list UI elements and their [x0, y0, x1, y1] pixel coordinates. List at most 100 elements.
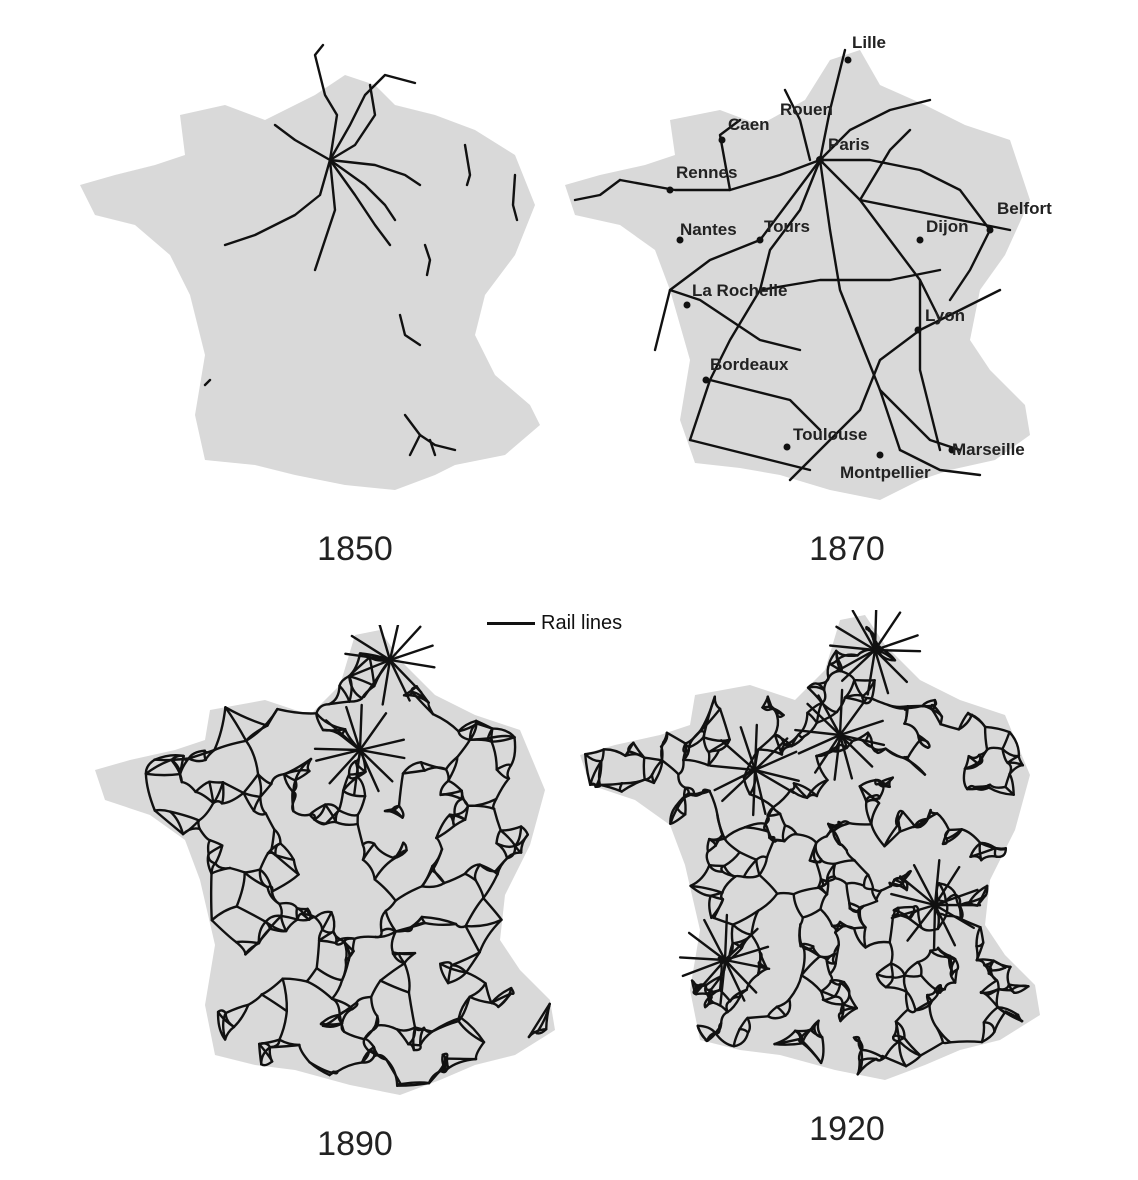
city-label-la-rochelle: La Rochelle: [692, 281, 787, 300]
rail-segment: [620, 778, 646, 785]
rail-segment: [660, 759, 680, 776]
rail-segment: [734, 874, 746, 879]
city-label-bordeaux: Bordeaux: [710, 355, 789, 374]
rail-segment: [739, 726, 757, 772]
rail-segment: [361, 843, 366, 861]
rail-segment: [813, 1019, 820, 1028]
rail-segment: [144, 758, 173, 775]
rail-segment: [719, 958, 727, 1006]
rail-segment: [978, 841, 983, 862]
rail-segment: [276, 707, 318, 715]
rail-segment: [713, 768, 757, 792]
rail-segment: [317, 930, 335, 942]
rail-segment: [431, 1019, 460, 1033]
city-dot: [666, 186, 674, 194]
rail-segment: [944, 900, 949, 918]
rail-segment: [783, 824, 798, 836]
rail-segment: [441, 1053, 448, 1071]
rail-segment: [439, 789, 463, 797]
rail-segment: [258, 868, 269, 889]
rail-segment: [495, 842, 517, 849]
rail-segment: [866, 731, 874, 748]
rail-segment: [698, 707, 722, 733]
rail-segment: [936, 984, 942, 994]
rail-segment: [244, 707, 279, 742]
rail-segment: [234, 940, 261, 945]
rail-segment: [799, 1028, 812, 1040]
rail-segment: [274, 853, 300, 876]
rail-segment: [391, 951, 417, 956]
rail-segment: [315, 939, 321, 970]
rail-segment: [766, 695, 773, 711]
rail-segment: [258, 1038, 281, 1046]
rail-segment: [652, 759, 664, 785]
rail-segment: [919, 808, 932, 828]
rail-segment: [753, 768, 795, 794]
rail-segment: [327, 684, 341, 706]
rail-segment: [264, 920, 288, 933]
rail-segment: [390, 930, 397, 954]
rail-segment: [687, 736, 705, 749]
rail-segment: [939, 723, 961, 731]
rail-segment: [937, 882, 957, 896]
rail-segment: [206, 853, 213, 875]
rail-segment: [903, 722, 920, 737]
city-dot: [718, 136, 726, 144]
rail-segment: [996, 847, 1008, 859]
rail-segment: [466, 804, 496, 811]
rail-segment: [819, 990, 836, 998]
rail-segment: [308, 813, 327, 825]
rail-segment: [797, 711, 809, 736]
rail-segment: [350, 634, 392, 662]
rail-segment: [784, 998, 792, 1017]
city-dot: [683, 301, 691, 309]
rail-segment: [753, 723, 758, 772]
rail-segment: [702, 695, 716, 739]
rail-segment: [457, 1019, 486, 1044]
rail-segment: [806, 702, 842, 737]
city-label-nantes: Nantes: [680, 220, 737, 239]
rail-segment: [716, 813, 726, 840]
rail-segment: [374, 1014, 379, 1027]
rail-segment: [353, 935, 377, 940]
rail-segment: [168, 810, 201, 822]
rail-segment: [847, 990, 858, 1010]
rail-segment: [819, 893, 829, 911]
rail-segment: [358, 748, 406, 760]
rail-segment: [694, 958, 727, 995]
rail-segment: [905, 704, 924, 710]
rail-segment: [792, 893, 804, 919]
rail-segment: [792, 782, 809, 799]
rail-segment: [833, 733, 842, 781]
rail-segment: [224, 1011, 236, 1029]
rail-segment: [772, 838, 786, 843]
rail-segment: [144, 772, 156, 812]
rail-segment: [358, 703, 363, 752]
rail-segment: [795, 833, 818, 844]
rail-segment: [788, 974, 803, 1001]
rail-segment: [704, 975, 722, 987]
rail-segment: [866, 648, 877, 696]
rail-segment: [932, 903, 937, 952]
rail-segment: [423, 921, 458, 927]
rail-segment: [385, 1058, 402, 1086]
rail-segment: [399, 1081, 431, 1086]
rail-segment: [453, 804, 470, 816]
rail-segment: [864, 940, 891, 949]
city-label-caen: Caen: [728, 115, 770, 134]
city-dot: [816, 156, 824, 164]
rail-segment: [468, 982, 487, 998]
rail-segment: [864, 800, 873, 826]
rail-segment: [903, 974, 923, 978]
rail-segment: [723, 851, 741, 868]
rail-segment: [499, 829, 517, 847]
rail-segment: [873, 648, 908, 684]
rail-segment: [979, 979, 998, 994]
rail-segment: [738, 1027, 750, 1034]
rail-segment: [696, 1024, 717, 1034]
rail-segment: [347, 760, 357, 776]
rail-segment: [706, 837, 711, 853]
rail-segment: [832, 821, 851, 832]
rail-segment: [315, 966, 344, 982]
rail-network-1920: [584, 610, 1030, 1076]
